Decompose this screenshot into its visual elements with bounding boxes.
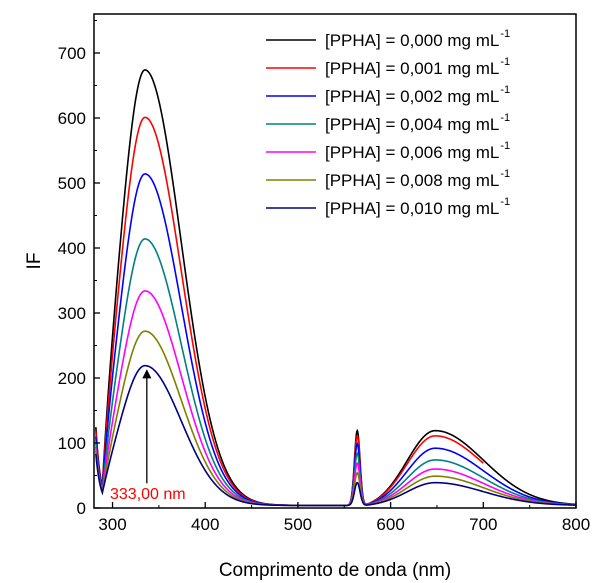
legend-entry-6: [PPHA] = 0,010 mg mL [325, 199, 499, 218]
legend-exponent-3: -1 [500, 112, 510, 124]
legend-exponent-2: -1 [500, 84, 510, 96]
legend-entry-1: [PPHA] = 0,001 mg mL [325, 59, 499, 78]
y-tick-label: 500 [58, 174, 86, 193]
annotation-layer: 333,00 nm [110, 369, 186, 503]
y-tick-label: 100 [58, 434, 86, 453]
x-tick-label: 500 [284, 515, 312, 534]
x-tick-label: 800 [562, 515, 590, 534]
legend-entry-4: [PPHA] = 0,006 mg mL [325, 143, 499, 162]
y-tick-label: 400 [58, 239, 86, 258]
ticks-layer: 300 400 500 600 700 800 0 100 200 300 400 500 600 700 [58, 20, 590, 534]
legend-entry-3: [PPHA] = 0,004 mg mL [325, 115, 499, 134]
legend: [PPHA] = 0,000 mg mL -1[PPHA] = 0,001 mg … [266, 28, 510, 218]
plot-frame [93, 13, 577, 509]
legend-entry-2: [PPHA] = 0,002 mg mL [325, 87, 499, 106]
x-tick-label: 400 [191, 515, 219, 534]
y-tick-label: 700 [58, 44, 86, 63]
x-tick-label: 700 [469, 515, 497, 534]
series-line-3 [95, 238, 576, 507]
legend-exponent-6: -1 [500, 196, 510, 208]
y-tick-label: 600 [58, 109, 86, 128]
legend-exponent-5: -1 [500, 168, 510, 180]
x-tick-label: 300 [98, 515, 126, 534]
series-layer [95, 69, 576, 507]
y-axis-title: IF [24, 253, 45, 270]
legend-exponent-1: -1 [500, 56, 510, 68]
legend-exponent-4: -1 [500, 140, 510, 152]
annotation-label: 333,00 nm [110, 486, 186, 503]
series-line-6 [95, 364, 576, 507]
y-tick-label: 0 [77, 499, 86, 518]
y-tick-label: 200 [58, 369, 86, 388]
y-tick-label: 300 [58, 304, 86, 323]
x-axis-title: Comprimento de onda (nm) [219, 560, 451, 581]
series-line-2 [95, 173, 576, 507]
x-tick-label: 600 [376, 515, 404, 534]
legend-exponent-0: -1 [500, 28, 510, 40]
series-line-4 [95, 290, 576, 507]
legend-entry-5: [PPHA] = 0,008 mg mL [325, 171, 499, 190]
legend-entry-0: [PPHA] = 0,000 mg mL [325, 31, 499, 50]
